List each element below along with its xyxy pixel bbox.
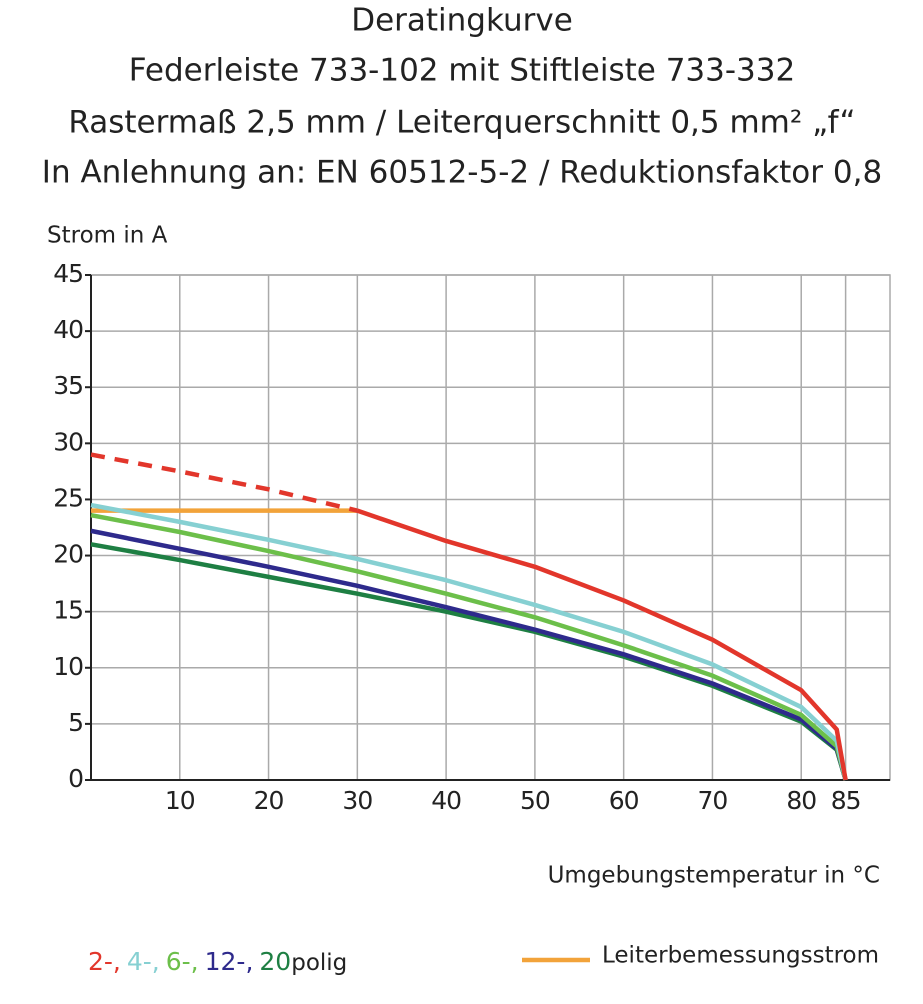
legend-entry: 2-,	[88, 947, 121, 976]
y-tick-label: 45	[53, 259, 83, 288]
series-line-extrapolated	[90, 452, 358, 513]
title: Deratingkurve	[351, 3, 573, 39]
legend-entry: 4-,	[127, 947, 160, 976]
subtitle: In Anlehnung an: EN 60512-5-2 / Reduktio…	[42, 155, 882, 191]
y-tick-label: 10	[53, 652, 83, 681]
y-axis-label: Strom in A	[47, 223, 168, 249]
x-tick-label: 10	[165, 786, 195, 815]
x-tick-label: 70	[698, 786, 728, 815]
legend-suffix: polig	[291, 950, 347, 976]
legend-entry: 20	[259, 947, 291, 976]
series-line	[90, 528, 848, 781]
x-tick-label: 30	[342, 786, 372, 815]
y-tick-label: 0	[68, 764, 83, 793]
x-tick-label: 40	[431, 786, 461, 815]
series-line	[90, 542, 848, 781]
series-line	[356, 508, 848, 781]
x-tick-label: 50	[520, 786, 550, 815]
legend-entry: Leiterbemessungsstrom	[602, 943, 879, 969]
subtitle: Federleiste 733-102 mit Stiftleiste 733-…	[129, 53, 795, 89]
legend: 2-, 4-, 6-, 12-, 20polig	[88, 947, 347, 976]
y-tick-label: 35	[53, 371, 83, 400]
y-tick-label: 30	[53, 427, 83, 456]
series-line	[90, 502, 848, 781]
y-tick-label: 20	[53, 540, 83, 569]
x-tick-label: 85	[831, 786, 861, 815]
legend-entry: 12-,	[205, 947, 254, 976]
x-axis-label: Umgebungstemperatur in °C	[548, 863, 880, 889]
y-tick-label: 5	[68, 708, 83, 737]
y-tick-label: 40	[53, 315, 83, 344]
y-tick-label: 25	[53, 483, 83, 512]
y-tick-label: 15	[53, 596, 83, 625]
series-line	[90, 512, 848, 781]
legend-entry: 6-,	[166, 947, 199, 976]
x-tick-label: 20	[254, 786, 284, 815]
subtitle: Rastermaß 2,5 mm / Leiterquerschnitt 0,5…	[68, 105, 855, 141]
x-tick-label: 80	[786, 786, 816, 815]
x-tick-label: 60	[609, 786, 639, 815]
